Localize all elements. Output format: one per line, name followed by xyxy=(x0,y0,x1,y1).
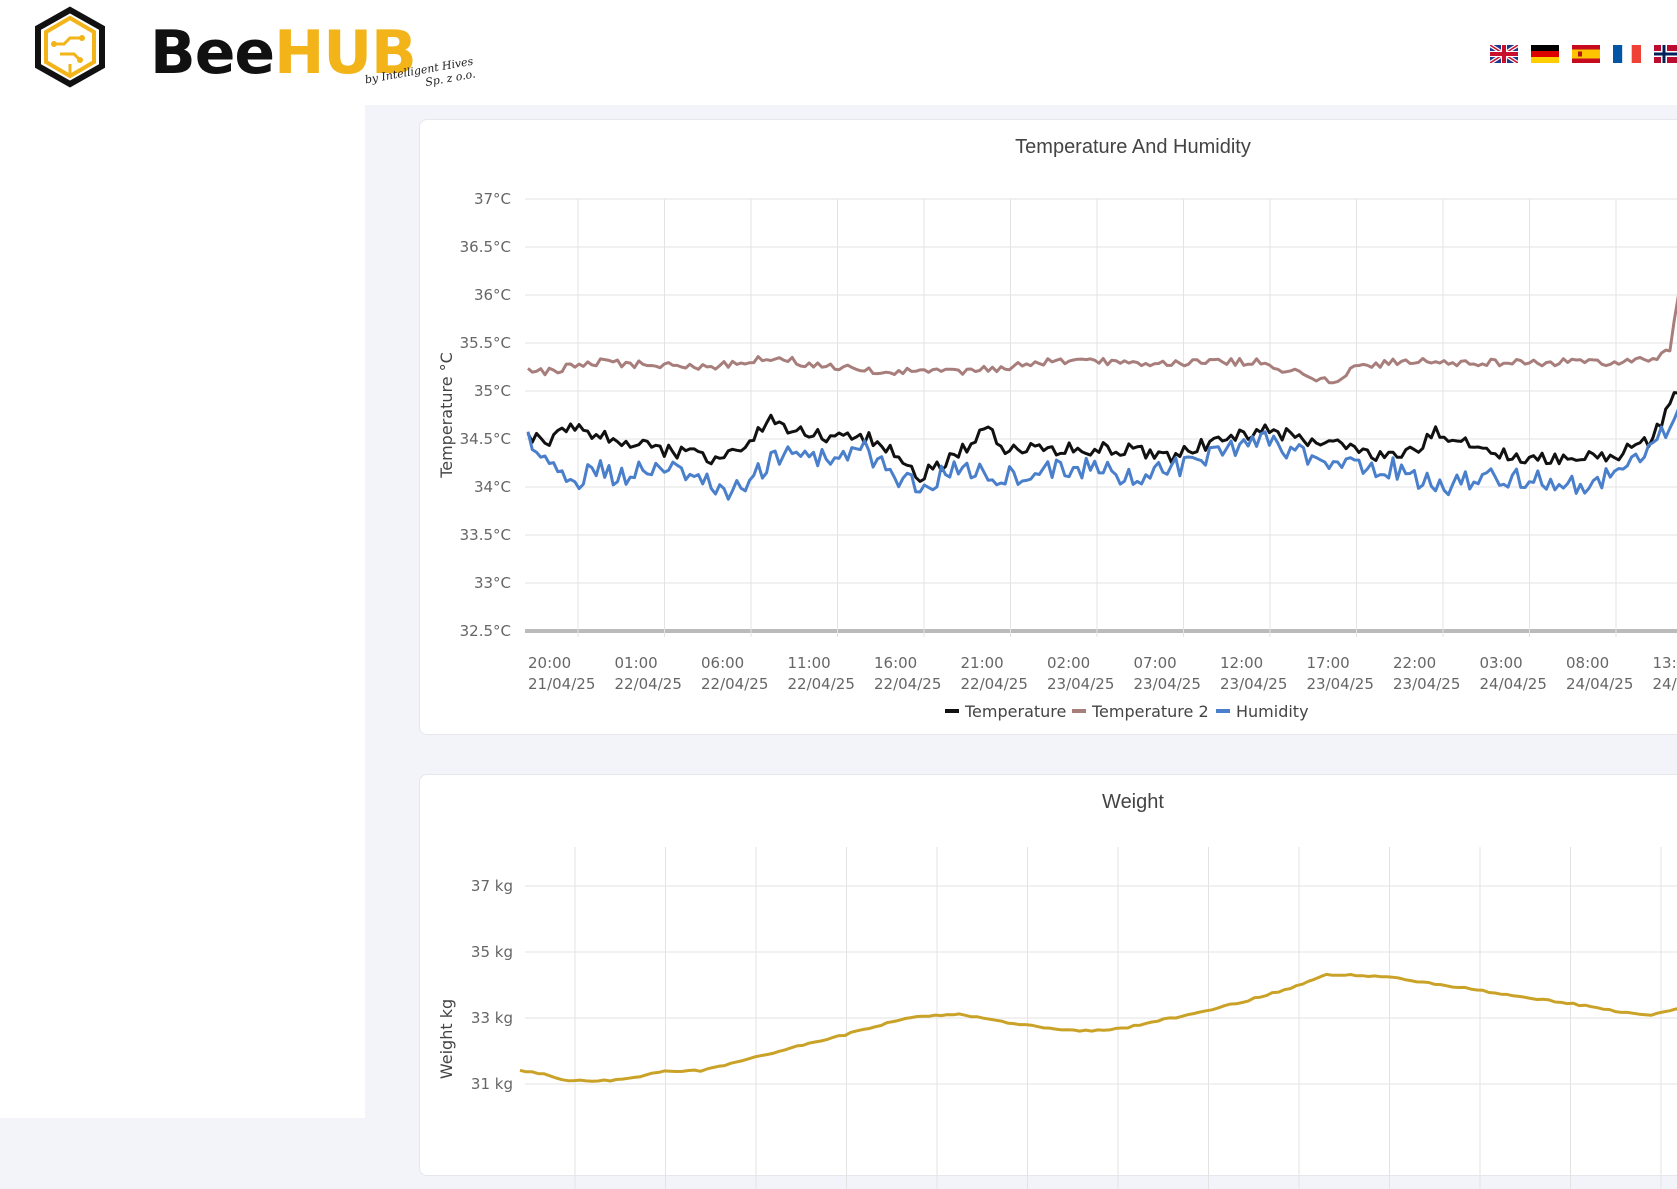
y-tick-label: 37 kg xyxy=(471,877,513,895)
x-tick-time: 13:0 xyxy=(1653,654,1677,672)
norwegian-flag-icon[interactable] xyxy=(1654,45,1677,63)
y-axis-label: Weight kg xyxy=(437,999,456,1079)
temperature-humidity-chart: 37°C 36.5°C 36°C 35.5°C 35°C 34.5°C 34°C 33.5°C… xyxy=(420,154,1677,734)
x-tick-date: 23/04/25 xyxy=(1047,675,1114,693)
y-tick-label: 35 kg xyxy=(471,943,513,961)
y-tick-label: 35.5°C xyxy=(460,334,511,352)
y-tick-label: 33.5°C xyxy=(460,526,511,544)
x-tick-time: 12:00 xyxy=(1220,654,1263,672)
german-flag-icon[interactable] xyxy=(1531,45,1559,63)
y-axis-label: Temperature °C xyxy=(437,352,456,479)
brand-name-part1: Bee xyxy=(150,18,274,88)
top-bar: BeeHUB by Intelligent Hives Sp. z o.o. xyxy=(0,0,1677,105)
x-tick-time: 21:00 xyxy=(961,654,1004,672)
x-tick-date: 22/04/25 xyxy=(615,675,682,693)
beehub-logo[interactable]: BeeHUB by Intelligent Hives Sp. z o.o. xyxy=(30,4,450,99)
x-tick-time: 07:00 xyxy=(1134,654,1177,672)
y-tick-label: 33°C xyxy=(474,574,511,592)
y-tick-label: 37°C xyxy=(474,190,511,208)
x-tick-date: 24/0 xyxy=(1653,675,1677,693)
x-tick-time: 08:00 xyxy=(1566,654,1609,672)
x-tick-date: 22/04/25 xyxy=(961,675,1028,693)
x-tick-date: 22/04/25 xyxy=(874,675,941,693)
x-tick-date: 22/04/25 xyxy=(701,675,768,693)
x-tick-time: 20:00 xyxy=(528,654,571,672)
series-line-weight xyxy=(520,974,1677,1081)
x-tick-time: 11:00 xyxy=(788,654,831,672)
x-tick-date: 23/04/25 xyxy=(1393,675,1460,693)
x-tick-date: 23/04/25 xyxy=(1220,675,1287,693)
x-tick-time: 22:00 xyxy=(1393,654,1436,672)
legend-label: Humidity xyxy=(1236,702,1309,721)
y-tick-label: 32.5°C xyxy=(460,622,511,640)
y-tick-label: 33 kg xyxy=(471,1009,513,1027)
y-tick-label: 34.5°C xyxy=(460,430,511,448)
french-flag-icon[interactable] xyxy=(1613,45,1641,63)
x-tick-time: 06:00 xyxy=(701,654,744,672)
x-tick-date: 23/04/25 xyxy=(1134,675,1201,693)
x-tick-time: 16:00 xyxy=(874,654,917,672)
y-tick-label: 35°C xyxy=(474,382,511,400)
sidebar xyxy=(0,105,365,1118)
x-tick-time: 01:00 xyxy=(615,654,658,672)
x-tick-date: 23/04/25 xyxy=(1307,675,1374,693)
y-tick-label: 34°C xyxy=(474,478,511,496)
x-tick-date: 22/04/25 xyxy=(788,675,855,693)
x-tick-date: 21/04/25 xyxy=(528,675,595,693)
series-line-temperature-2 xyxy=(528,295,1677,382)
y-tick-label: 36.5°C xyxy=(460,238,511,256)
x-tick-time: 17:00 xyxy=(1307,654,1350,672)
spanish-flag-icon[interactable] xyxy=(1572,45,1600,63)
weight-chart: 37 kg 35 kg 33 kg 31 kg Weight kg xyxy=(420,809,1677,1189)
series-line-temperature xyxy=(528,393,1677,482)
x-tick-date: 24/04/25 xyxy=(1566,675,1633,693)
legend-label: Temperature xyxy=(964,702,1066,721)
x-tick-time: 02:00 xyxy=(1047,654,1090,672)
y-tick-label: 31 kg xyxy=(471,1075,513,1093)
x-tick-date: 24/04/25 xyxy=(1480,675,1547,693)
hexagon-logo-icon xyxy=(30,4,110,94)
x-tick-time: 03:00 xyxy=(1480,654,1523,672)
y-tick-label: 36°C xyxy=(474,286,511,304)
legend-label: Temperature 2 xyxy=(1091,702,1209,721)
uk-flag-icon[interactable] xyxy=(1490,45,1518,63)
